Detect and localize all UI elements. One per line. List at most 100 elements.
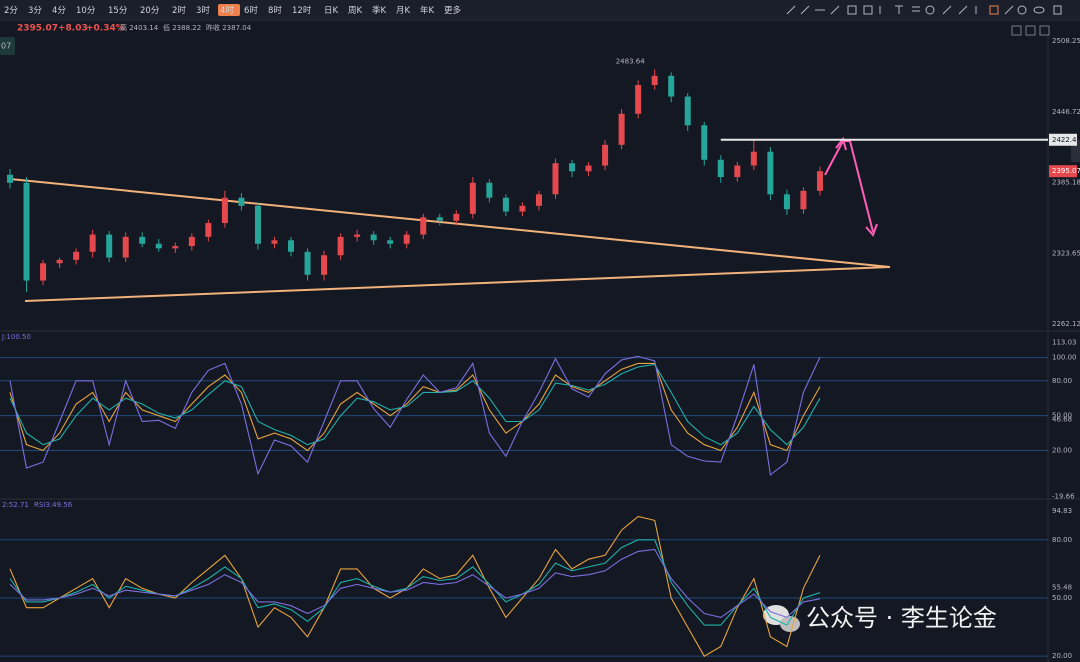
interval-button[interactable]: 20分 [140,6,160,16]
quote-price: 2395.07 [17,24,58,34]
candle-body [767,151,774,195]
candle-body [602,144,609,166]
y-tick-label: 50.00 [1052,594,1072,602]
y-tick-label: 55.48 [1052,583,1072,591]
indicator-header: 2:52.71 [2,501,29,509]
y-tick-label: 2508.25 [1052,37,1080,45]
interval-button[interactable]: 4时 [220,5,234,16]
candle-body [717,159,724,178]
candle-body [304,251,311,275]
y-tick-label: 20.00 [1052,652,1072,660]
current-price-label: 2395.07 [1052,167,1080,175]
trendline-lower [24,266,891,302]
interval-button[interactable]: 15分 [108,6,128,16]
arrowhead [865,223,878,237]
y-tick-label: 2446.72 [1052,108,1080,116]
candle-body [122,236,129,258]
candle-body [519,205,526,212]
interval-button[interactable]: 3时 [196,5,210,16]
candle-body [337,236,344,256]
candle-body [403,234,410,244]
interval-button[interactable]: 日K [324,6,339,16]
indicator-line [9,539,821,626]
indicator-line [9,515,821,657]
y-tick-label: 80.00 [1052,377,1072,385]
candle-body [354,234,361,237]
indicator-line [9,362,821,452]
peak-label: 2483.64 [616,57,645,65]
forecast-arrow [824,140,874,233]
candle-body [139,236,146,244]
y-tick-label: 46.68 [1052,416,1072,424]
y-tick-label: 2385.18 [1052,179,1080,187]
y-tick-label: 100.00 [1052,354,1077,362]
candle-body [783,194,790,210]
indicator-line [9,548,821,619]
candle-body [535,194,542,206]
candle-body [7,174,13,183]
interval-button[interactable]: 月K [396,6,411,16]
candle-body [552,163,559,195]
interval-selected [218,4,240,16]
quote-percent: +0.34% [86,24,125,34]
interval-button[interactable]: 4分 [52,6,66,16]
price-box [1049,165,1077,178]
level-box [1049,133,1077,146]
candle-body [238,197,245,206]
y-tick-label: 2323.65 [1052,249,1080,257]
quote-change: +8.03 [58,24,88,34]
candle-body [585,165,592,172]
interval-button[interactable]: 12时 [292,5,312,16]
badge-box [0,37,15,55]
candle-body [89,234,96,252]
candle-body [420,217,427,235]
candle-body [502,197,509,212]
candle-body [155,243,162,249]
candle-body [816,171,823,191]
candle-body [684,96,691,126]
interval-button[interactable]: 周K [348,6,363,16]
candle-body [618,113,625,145]
interval-button[interactable]: 季K [372,5,387,16]
candle-body [370,234,377,241]
interval-button[interactable]: 6时 [244,5,258,16]
indicator-line [9,363,821,446]
interval-button[interactable]: 8时 [268,5,282,16]
candle-body [750,151,757,166]
candle-body [188,236,195,247]
level-label: 2422.4 [1052,136,1077,144]
candle-body [469,182,476,214]
indicator-header: RSI3:49.56 [34,501,73,509]
interval-button[interactable]: 年K [420,5,435,16]
candle-body [73,251,80,260]
candle-body [288,240,295,252]
candle-body [40,263,47,281]
quote-low: 低 2388.22 [163,23,201,32]
candle-body [651,75,658,86]
interval-button[interactable]: 2分 [4,6,18,16]
interval-button[interactable]: 2时 [172,5,186,16]
side-handle[interactable] [1071,140,1080,162]
candle-body [569,163,576,172]
indicator-line [9,355,821,476]
indicator-header: J:100.50 [1,333,31,341]
interval-button[interactable]: 10分 [76,6,96,16]
candle-body [453,213,460,221]
interval-button[interactable]: 更多 [444,5,462,16]
candle-body [221,197,228,224]
badge: 07 [1,42,11,51]
candle-body [668,75,675,97]
y-tick-label: 50.00 [1052,412,1072,420]
candle-body [56,259,63,264]
y-tick-label: 94.83 [1052,507,1072,515]
interval-button[interactable]: 3分 [28,6,42,16]
candle-body [436,217,443,221]
drawing-tools[interactable] [786,5,1062,36]
candle-body [23,182,30,281]
candle-body [205,223,212,237]
trendline-upper [9,178,891,268]
y-tick-label: 20.00 [1052,447,1072,455]
candle-body [271,240,278,244]
candle-body [106,234,113,258]
